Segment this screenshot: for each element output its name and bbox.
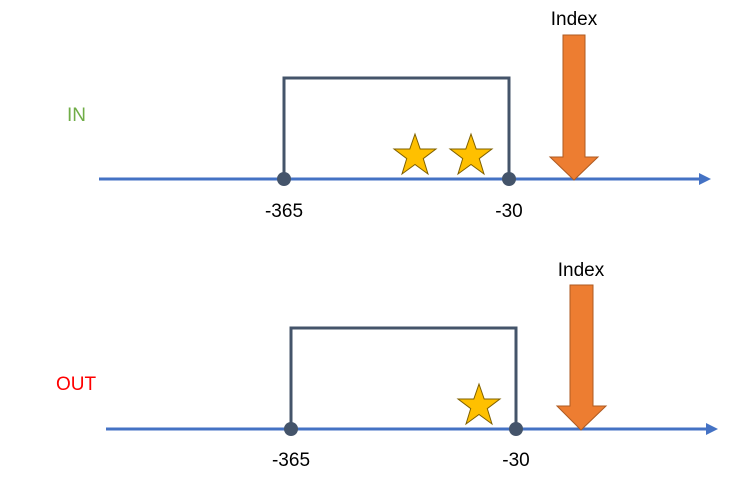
window-end-label-out: -30 <box>502 450 529 471</box>
event-star-icon <box>393 133 437 175</box>
timeline-arrowhead-out <box>706 423 718 435</box>
out-label: OUT <box>56 374 97 395</box>
index-arrow-icon-in <box>548 34 600 181</box>
window-end-label-in: -30 <box>495 201 522 222</box>
index-arrow-icon-out <box>555 284 608 431</box>
event-star-icon <box>449 133 493 175</box>
window-start-label-out: -365 <box>272 450 310 471</box>
window-bracket-out <box>289 326 518 429</box>
index-label-out: Index <box>558 260 605 281</box>
window-bracket-in <box>282 76 511 179</box>
window-end-marker-in <box>502 172 516 186</box>
index-label-in: Index <box>551 9 598 30</box>
window-end-marker-out <box>509 422 523 436</box>
panel-out: OUT Index -365 -30 <box>56 260 718 471</box>
window-start-marker-in <box>277 172 291 186</box>
timeline-arrowhead-in <box>699 173 711 185</box>
window-start-marker-out <box>284 422 298 436</box>
panel-in: IN Index -365 -30 <box>67 9 711 222</box>
in-label: IN <box>67 105 86 126</box>
window-start-label-in: -365 <box>265 201 303 222</box>
event-star-icon <box>457 383 501 425</box>
